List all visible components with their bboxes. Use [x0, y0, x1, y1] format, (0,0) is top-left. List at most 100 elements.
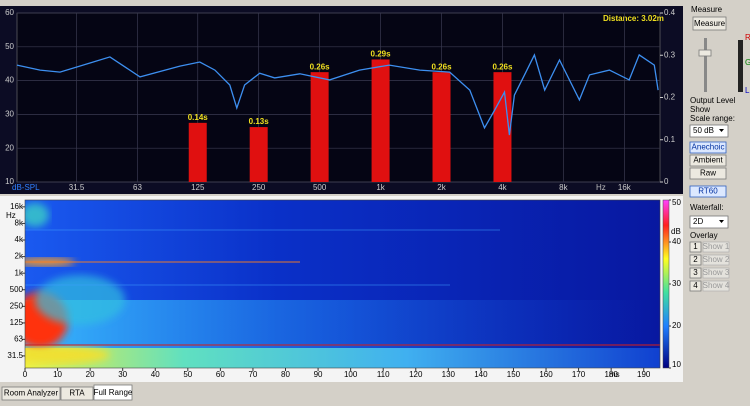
dropdown[interactable]	[689, 124, 729, 138]
y2-tick-label: 0.2	[664, 93, 676, 102]
slider-thumb[interactable]	[698, 49, 712, 57]
y-tick-label: 30	[5, 110, 14, 119]
colorbar-tick-label: 20	[672, 321, 681, 330]
colorbar	[662, 199, 670, 369]
rt60-bar	[432, 72, 451, 182]
dropdown-value: 50 dB	[693, 126, 714, 135]
x-unit: Hz	[596, 183, 606, 192]
button-label: Anechoic	[692, 143, 725, 152]
label: Show	[690, 105, 710, 114]
y-tick-label: 40	[5, 76, 14, 85]
x-tick-label: 125	[191, 183, 205, 192]
measure-button[interactable]	[692, 16, 727, 31]
tab[interactable]	[1, 386, 61, 401]
tab-label: Room Analyzer	[4, 389, 59, 398]
rt60-bar	[493, 72, 512, 182]
y2-tick-label: 0	[664, 177, 669, 186]
meter-label: G	[745, 58, 750, 67]
y-tick-label: 500	[10, 285, 24, 294]
y-tick-label: 1k	[15, 268, 24, 277]
bar-label: 0.26s	[432, 62, 453, 71]
x-tick-label: 31.5	[69, 183, 85, 192]
meter	[738, 40, 743, 92]
y-tick-label: 250	[10, 301, 24, 310]
overlay-button[interactable]	[702, 254, 730, 266]
label: Overlay	[690, 231, 718, 240]
tab[interactable]	[60, 386, 94, 401]
y-tick-label: 31.5	[7, 351, 23, 360]
overlay-number[interactable]	[689, 254, 702, 266]
overlay-number-label: 1	[693, 242, 698, 251]
y-tick-label: 10	[5, 177, 14, 186]
x-label: ms	[609, 370, 620, 379]
dropdown[interactable]	[689, 215, 729, 229]
y-label: Hz	[6, 211, 16, 220]
y-tick-label: 20	[5, 143, 14, 152]
button-label: Ambient	[693, 156, 723, 165]
y2-tick-label: 0.3	[664, 50, 676, 59]
overlay-number-label: 2	[693, 255, 698, 264]
button-label: RT60	[698, 187, 718, 196]
meter-label: R	[745, 33, 750, 42]
overlay-number-label: 3	[693, 268, 698, 277]
x-tick-label: 150	[507, 370, 521, 379]
colorbar-tick-label: 40	[672, 237, 681, 246]
panel-title: Measure	[691, 5, 723, 14]
x-tick-label: 63	[133, 183, 142, 192]
y-tick-label: 16k	[10, 202, 24, 211]
x-tick-label: 4k	[498, 183, 507, 192]
colorbar-label: dB	[671, 227, 681, 236]
plot-area	[16, 12, 661, 183]
x-tick-label: 70	[248, 370, 257, 379]
colorbar-tick-label: 50	[672, 198, 681, 207]
y2-tick-label: 0.1	[664, 135, 676, 144]
overlay-number[interactable]	[689, 241, 702, 253]
y-tick-label: 63	[14, 334, 23, 343]
slider-track[interactable]	[704, 38, 707, 92]
spl-line	[16, 53, 659, 136]
rt60-bar	[188, 122, 207, 182]
x-tick-label: 190	[637, 370, 651, 379]
tab-label: RTA	[69, 389, 85, 398]
x-tick-label: 1k	[376, 183, 385, 192]
x-tick-label: 110	[377, 370, 390, 379]
overlay-number-label: 4	[693, 281, 698, 290]
raw-button[interactable]	[689, 167, 727, 180]
x-tick-label: 0	[23, 370, 28, 379]
overlay-number[interactable]	[689, 267, 702, 279]
overlay-label: Show 2	[703, 255, 730, 264]
x-tick-label: 20	[86, 370, 95, 379]
x-tick-label: 80	[281, 370, 290, 379]
tab[interactable]	[93, 384, 133, 401]
colorbar-tick-label: 10	[672, 360, 681, 369]
ambient-button[interactable]	[689, 154, 727, 167]
y-tick-label: 4k	[15, 235, 24, 244]
label: Waterfall:	[690, 203, 724, 212]
x-tick-label: 250	[252, 183, 266, 192]
overlay-button[interactable]	[702, 267, 730, 279]
overlay-number[interactable]	[689, 280, 702, 292]
tab-label: Full Range	[94, 388, 133, 397]
x-tick-label: 2k	[437, 183, 446, 192]
rt60-bar	[371, 59, 390, 182]
overlay-button[interactable]	[702, 280, 730, 292]
overlay-label: Show 4	[703, 281, 730, 290]
overlay-label: Show 1	[703, 242, 730, 251]
x-tick-label: 90	[314, 370, 323, 379]
overlay-button[interactable]	[702, 241, 730, 253]
x-tick-label: 10	[53, 370, 62, 379]
y-tick-label: 2k	[15, 252, 24, 261]
control-panel: Measure Measure R G L Output Level Show …	[689, 5, 750, 240]
x-tick-label: 500	[313, 183, 327, 192]
x-tick-label: 160	[539, 370, 553, 379]
label: Output Level	[690, 96, 736, 105]
x-tick-label: 50	[183, 370, 192, 379]
x-tick-label: 40	[151, 370, 160, 379]
rt60-button[interactable]	[689, 185, 727, 198]
button-label: Measure	[694, 19, 726, 28]
anechoic-button[interactable]	[689, 141, 727, 154]
y-tick-label: 125	[10, 318, 24, 327]
x-tick-label: 60	[216, 370, 225, 379]
button-label: Raw	[700, 169, 716, 178]
